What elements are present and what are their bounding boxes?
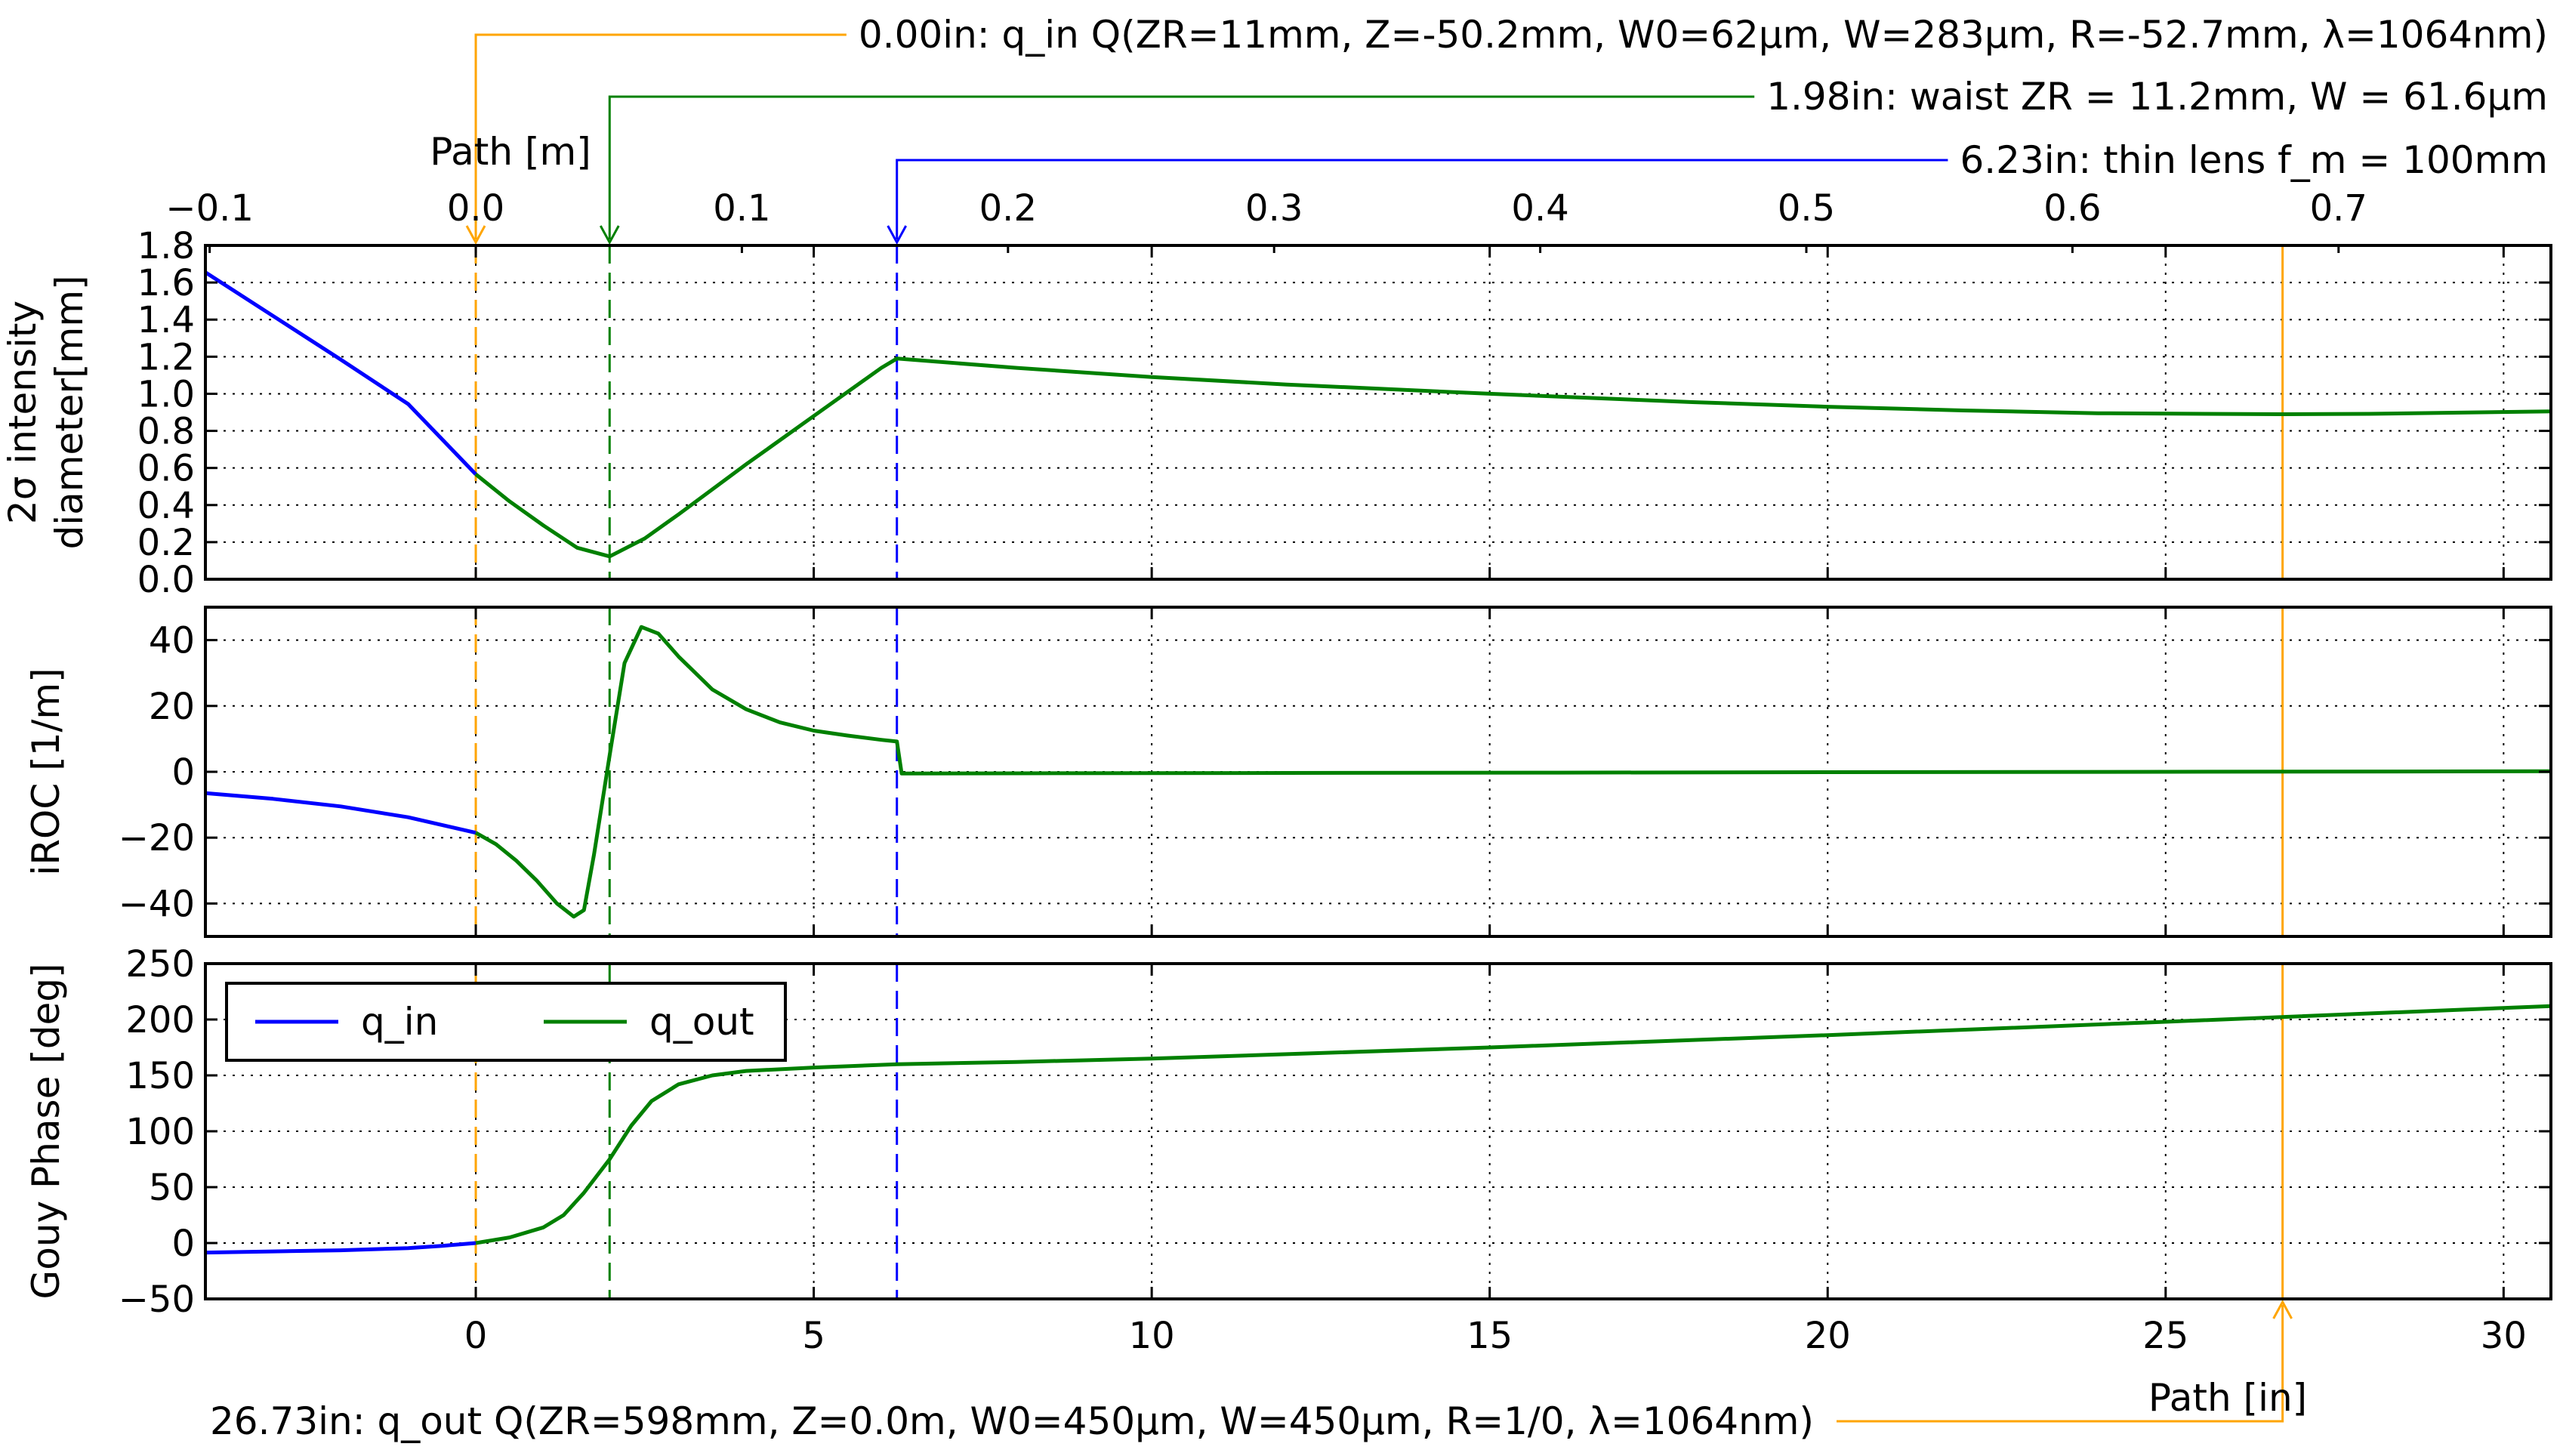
- annotation-text-lens: 6.23in: thin lens f_m = 100mm: [1960, 138, 2548, 182]
- y-axis-label: iROC [1/m]: [24, 668, 68, 875]
- annotation-leader-q-out: [1837, 1305, 2284, 1423]
- y-tick-label: 40: [149, 620, 195, 662]
- y-tick-label: 0.2: [137, 522, 195, 564]
- legend: q_in q_out: [225, 982, 787, 1062]
- top-x-tick-label: 0.7: [2310, 187, 2367, 230]
- y-tick-label: 1.2: [137, 336, 195, 378]
- x-tick-label: 10: [1129, 1315, 1175, 1357]
- y-tick-label: 0.4: [137, 485, 195, 527]
- annotation-text-q-out: 26.73in: q_out Q(ZR=598mm, Z=0.0m, W0=45…: [210, 1399, 1814, 1443]
- top-x-tick-label: 0.6: [2043, 187, 2101, 230]
- x-tick-label: 0: [464, 1315, 488, 1357]
- annotation-arrow-q-out: [2272, 1299, 2293, 1319]
- panel-gouy-phase: −50 0 50 100 150 200 250 Gouy Phase [deg] 0 5 10 15…: [24, 943, 2552, 1357]
- y-tick-label: 0.6: [137, 448, 195, 490]
- top-x-tick-label: 0.0: [447, 187, 504, 230]
- series-line-q_in: [205, 1241, 477, 1255]
- top-x-tick-label: −0.1: [165, 187, 254, 230]
- y-tick-label: −40: [119, 883, 195, 925]
- y-axis-label: Gouy Phase [deg]: [24, 964, 68, 1300]
- top-axis-label: Path [m]: [430, 130, 591, 174]
- series-line-q_out: [475, 1004, 2552, 1245]
- annotation-layer: 0.00in: q_in Q(ZR=11mm, Z=-50.2mm, W0=62…: [210, 13, 2548, 1443]
- series-line-q_in: [204, 270, 477, 476]
- x-tick-label: 20: [1805, 1315, 1851, 1357]
- y-tick-label: 50: [149, 1167, 195, 1209]
- annotation-arrow-waist: [599, 225, 620, 245]
- annotation-leader-q-in: [474, 33, 847, 239]
- annotation-arrow-lens: [887, 225, 908, 245]
- y-axis-label: 2σ intensity: [1, 301, 45, 524]
- y-tick-label: 150: [125, 1055, 195, 1097]
- y-tick-label: 1.0: [137, 373, 195, 415]
- top-x-tick-label: 0.5: [1778, 187, 1835, 230]
- annotation-arrow-q-in: [465, 225, 486, 245]
- y-tick-label: 1.4: [137, 299, 195, 341]
- bottom-axis-label: Path [in]: [2148, 1376, 2307, 1420]
- y-tick-label: −20: [119, 817, 195, 859]
- y-tick-label: 100: [125, 1111, 195, 1153]
- top-x-tick-label: 0.4: [1511, 187, 1568, 230]
- y-tick-label: 0: [171, 1223, 195, 1265]
- series-line-q_in: [205, 791, 477, 835]
- y-axis-label: diameter[mm]: [48, 275, 91, 549]
- top-x-tick-label: 0.2: [979, 187, 1037, 230]
- panel-iroc: −40 −20 0 20 40 iROC [1/m]: [24, 606, 2552, 938]
- y-tick-label: 0.8: [137, 411, 195, 453]
- y-tick-label: 20: [149, 686, 195, 728]
- y-tick-label: 1.6: [137, 262, 195, 304]
- annotation-text-waist: 1.98in: waist ZR = 11.2mm, W = 61.6µm: [1766, 75, 2548, 119]
- series-line-q_out: [474, 625, 2552, 919]
- y-tick-label: −50: [119, 1279, 195, 1321]
- x-tick-label: 30: [2481, 1315, 2527, 1357]
- top-x-tick-label: 0.3: [1245, 187, 1303, 230]
- y-tick-label: 250: [125, 943, 195, 986]
- x-tick-label: 25: [2142, 1315, 2188, 1357]
- x-tick-label: 15: [1467, 1315, 1513, 1357]
- legend-label-q_out: q_out: [649, 1000, 754, 1044]
- y-tick-label: 0: [171, 751, 195, 794]
- series-line-q_out: [474, 356, 2552, 559]
- plot-frame: [204, 244, 2552, 581]
- annotation-text-q-in: 0.00in: q_in Q(ZR=11mm, Z=-50.2mm, W0=62…: [859, 13, 2548, 57]
- y-tick-label: 0.0: [137, 559, 195, 601]
- y-tick-label: 200: [125, 999, 195, 1041]
- legend-label-q_in: q_in: [361, 1000, 438, 1044]
- annotation-leader-lens: [896, 159, 1948, 239]
- annotation-leader-waist: [608, 95, 1755, 239]
- top-x-tick-label: 0.1: [713, 187, 770, 230]
- x-tick-label: 5: [802, 1315, 825, 1357]
- panel-beam-diameter: 0.00.20.40.60.81.01.21.41.61.82σ intensi…: [1, 187, 2552, 601]
- y-tick-label: 1.8: [137, 225, 195, 267]
